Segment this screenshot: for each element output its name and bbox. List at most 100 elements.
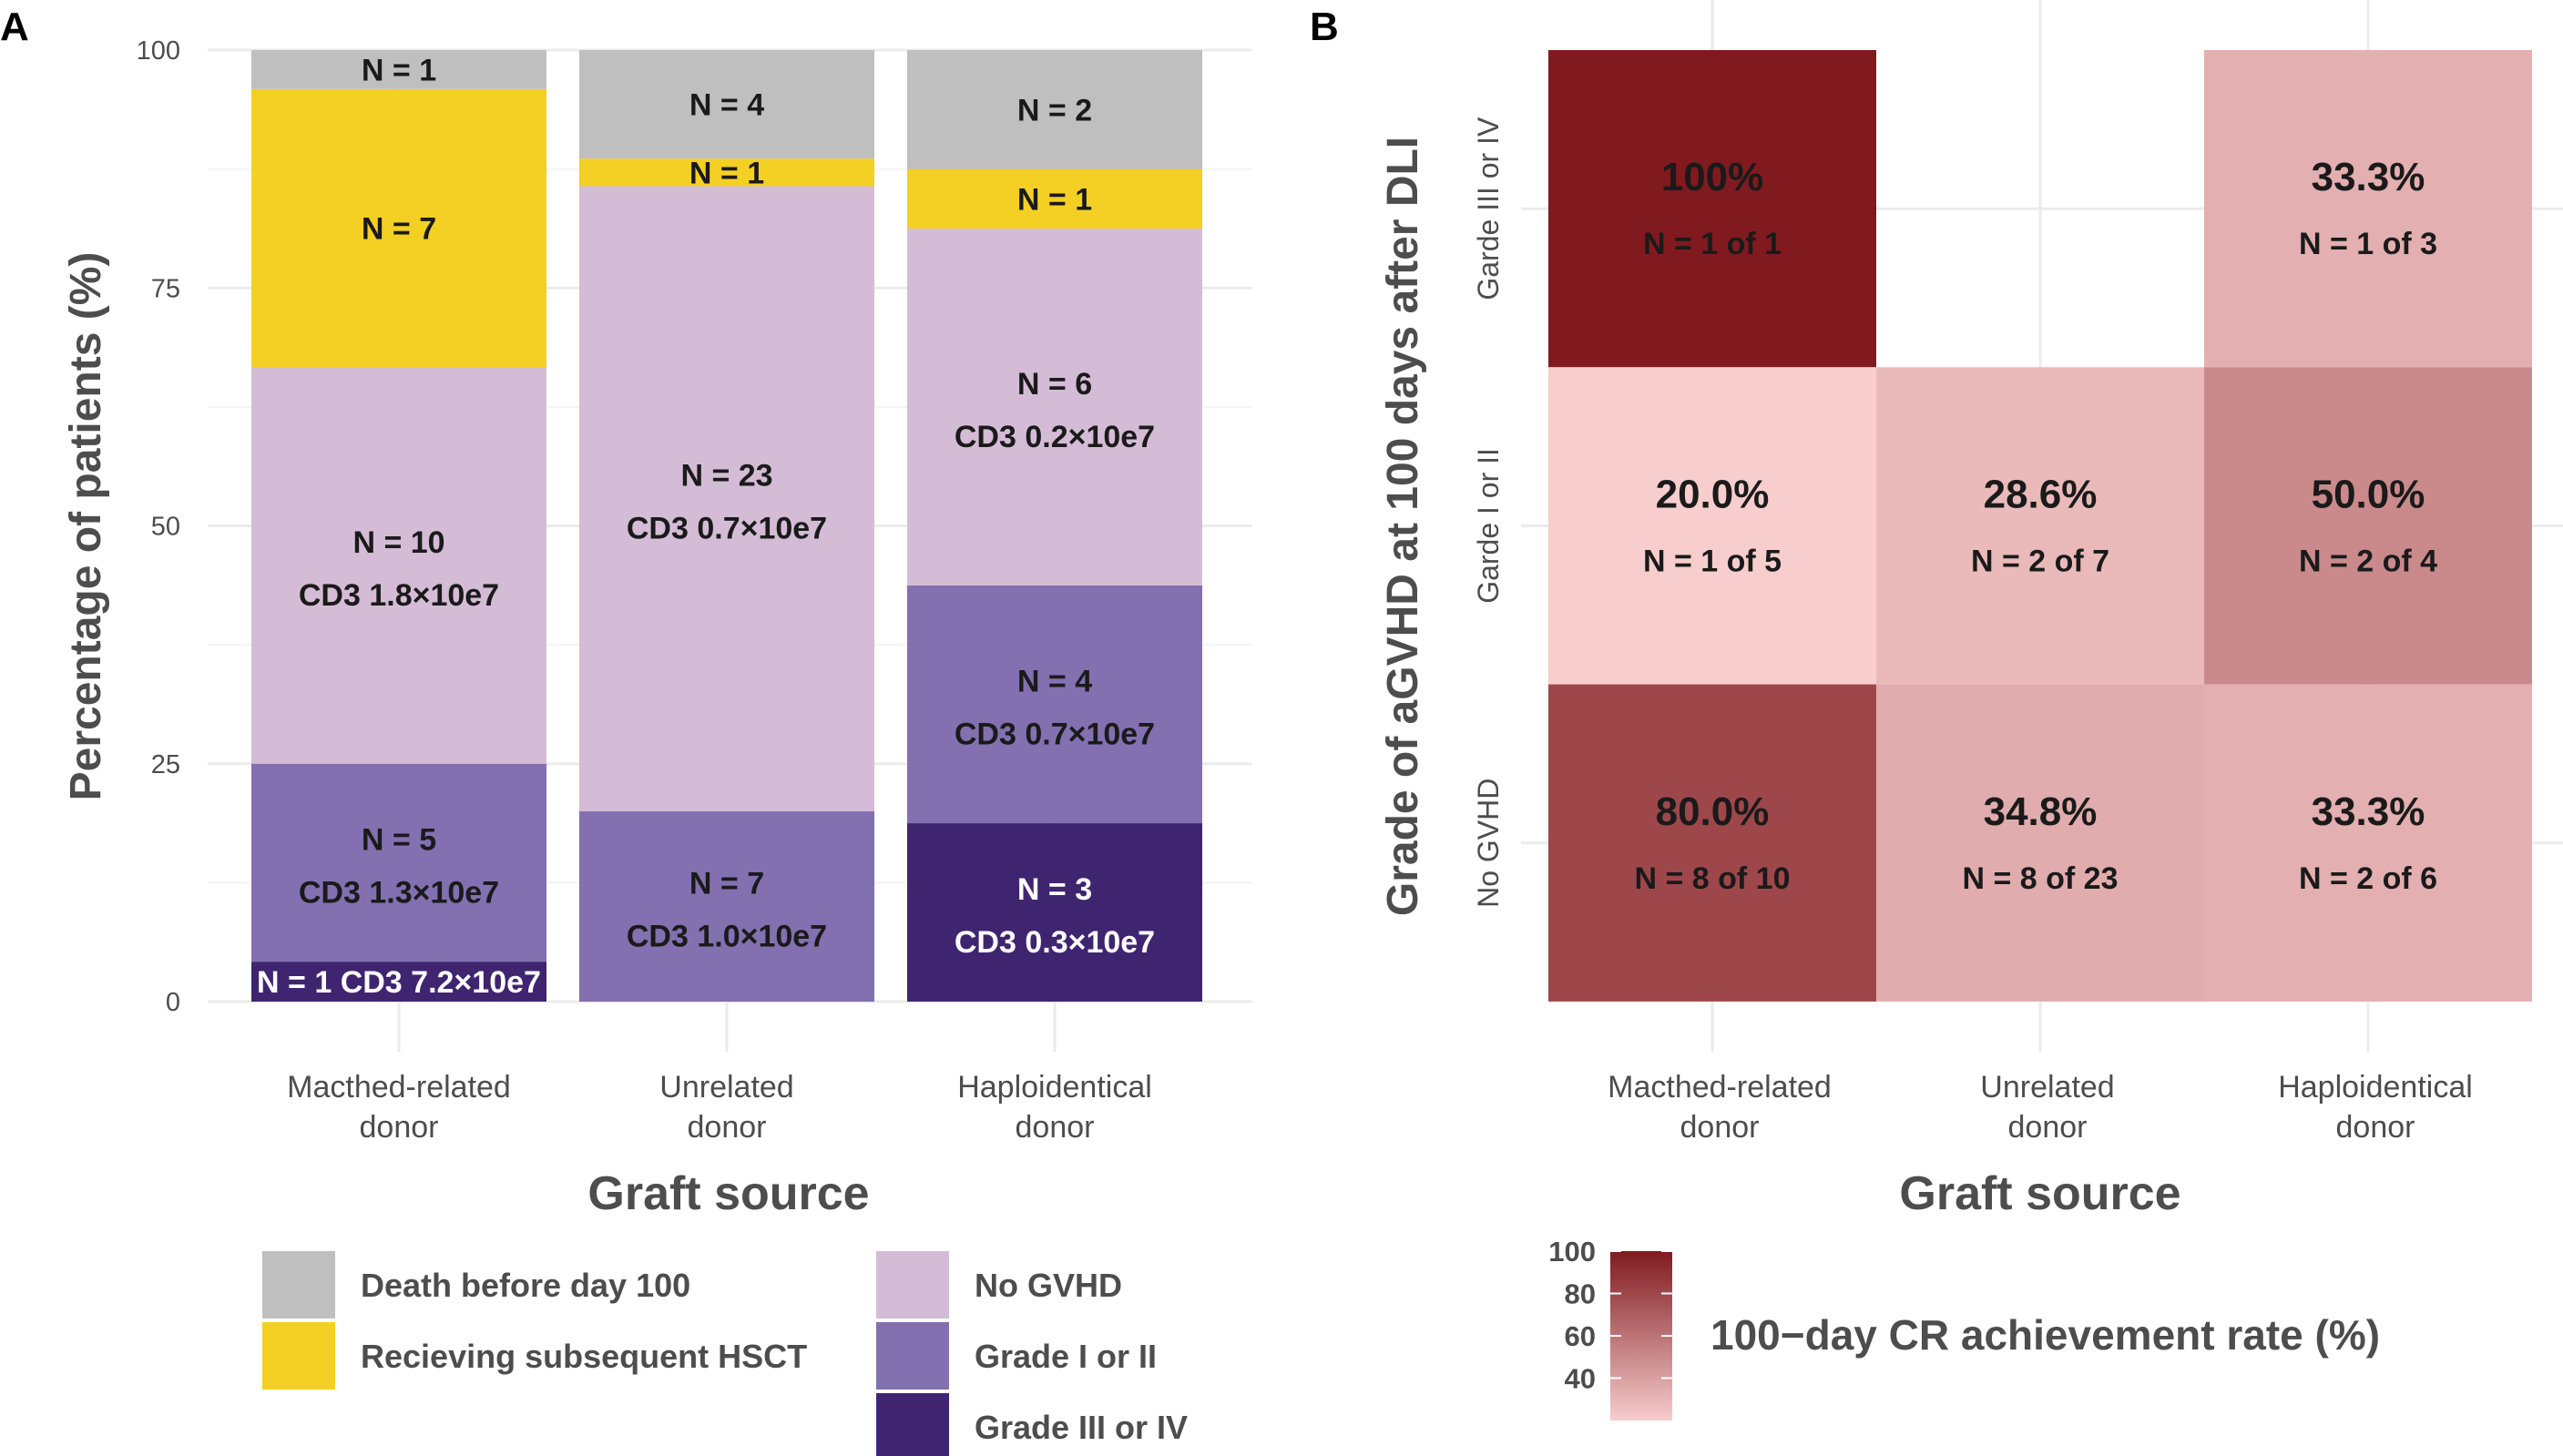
panel-a-segment-label: N = 4 [689,88,764,123]
heatmap-cell-percent: 33.3% [2312,155,2425,199]
heatmap-cell-fill [1548,367,1876,685]
legend-label: Recieving subsequent HSCT [361,1338,807,1375]
heatmap-cell: 34.8% N = 8 of 23 [1876,684,2204,1002]
heatmap-cell-fill [1876,684,2204,1002]
legend-label: Grade III or IV [975,1409,1188,1446]
legend-swatch [262,1322,335,1390]
heatmap-cell: 28.6% N = 2 of 7 [1876,367,2204,685]
panel-a-segment-cd3-label: CD3 1.3×10e7 [299,875,499,910]
panel-a-segment [907,50,1202,169]
heatmap-cell: 50.0% N = 2 of 4 [2204,367,2532,685]
panel-a-segment-label: N = 7 [362,211,436,246]
legend-swatch [876,1251,949,1319]
panel-b-x-axis-title: Graft source [1899,1167,2180,1220]
panel-a-segment-label: N = 1 CD3 7.2×10e7 [257,965,541,1000]
panel-a-segment-label: N = 4 [1017,664,1092,698]
panel-a-segment [251,962,546,1002]
panel-a-y-axis-title: Percentage of patients (%) [62,252,110,801]
panel-b-row-label: Garde I or II [1472,448,1505,604]
heatmap-cell-percent: 34.8% [1984,789,2098,834]
panel-a-x-label-line2: donor [360,1110,439,1145]
panel-letter-b: B [1310,5,1339,49]
panel-b-column-labels: Macthed-related donor Unrelated donor Haploi… [1608,1070,2473,1145]
legend-item: No GVHD [876,1251,1122,1319]
heatmap-cell-fill [1548,684,1876,1002]
legend-label: Grade I or II [975,1338,1157,1375]
heatmap-cell-count: N = 8 of 23 [1962,861,2118,896]
heatmap-cell-percent: 50.0% [2312,472,2425,516]
legend-swatch [262,1251,335,1319]
panel-a-segment-cd3-label: CD3 1.8×10e7 [299,578,499,613]
panel-a-y-tick-75: 75 [151,274,180,303]
heatmap-cell-count: N = 2 of 7 [1971,544,2109,578]
heatmap-cell-count: N = 1 of 1 [1643,227,1782,261]
legend-label: Death before day 100 [361,1267,690,1304]
panel-a-stacked-bar-chart: N = 1 CD3 7.2×10e7 N = 5 CD3 1.3×10e7 N = 1… [62,36,1252,1456]
panel-a-segment-label: N = 1 [1017,182,1092,217]
panel-a-segment [907,823,1202,1002]
heatmap-cell: 100% N = 1 of 1 [1548,50,1876,368]
heatmap-cell-percent: 33.3% [2312,789,2425,834]
colorbar-tick-label: 40 [1565,1363,1596,1395]
panel-a-segment [579,50,874,159]
panel-b-x-label-line2: donor [2336,1110,2415,1145]
panel-a-y-tick-50: 50 [151,513,180,542]
panel-a-segment [251,763,546,962]
heatmap-cell-fill [2204,367,2532,685]
panel-a-segment-cd3-label: CD3 0.7×10e7 [627,512,827,546]
panel-a-bar-2: N = 3 CD3 0.3×10e7 N = 4 CD3 0.7×10e7 N = 6 C… [907,50,1202,1002]
heatmap-cell-count: N = 2 of 6 [2299,861,2437,896]
panel-a-segment-label: N = 2 [1017,93,1092,127]
colorbar-tick-label: 60 [1565,1320,1596,1352]
panel-a-segment [251,50,546,89]
legend-item: Recieving subsequent HSCT [262,1322,807,1390]
panel-a-y-tick-0: 0 [166,988,180,1017]
heatmap-cell-percent: 100% [1661,155,1764,199]
panel-b-row-label: No GVHD [1472,779,1505,908]
panel-b-row-label: Garde III or IV [1472,117,1505,300]
panel-a-y-tick-100: 100 [137,36,180,66]
panel-a-bar-1: N = 7 CD3 1.0×10e7 N = 23 CD3 0.7×10e7 N = 1… [579,50,874,1002]
panel-a-segment-label: N = 5 [362,822,436,857]
panel-b-cells: 100% N = 1 of 1 33.3% N = 1 of 3 20.0% N = 1 … [1548,50,2532,1002]
panel-a-x-label-line1: Macthed-related [287,1070,511,1105]
panel-a-segment-label: N = 23 [680,459,772,494]
panel-b-x-label-line2: donor [2008,1110,2088,1145]
panel-a-y-tick-25: 25 [151,750,180,779]
panel-a-segment [907,228,1202,585]
panel-a-x-label-line2: donor [688,1110,767,1145]
panel-a-segment-cd3-label: CD3 0.7×10e7 [955,717,1155,751]
panel-a-segment [579,186,874,811]
panel-letter-a: A [0,5,29,49]
panel-a-y-ticks: 0 25 50 75 100 [137,36,180,1017]
legend-label: No GVHD [975,1267,1122,1304]
heatmap-cell-fill [2204,50,2532,368]
panel-a-segment [907,168,1202,229]
panel-a-x-categories: Macthed-related donor Unrelated donor Haploi… [287,1070,1152,1145]
panel-b-row-labels: Garde III or IV Garde I or II No GVHD [1472,117,1505,908]
panel-a-x-axis-title: Graft source [587,1167,869,1220]
panel-a-bar-0: N = 1 CD3 7.2×10e7 N = 5 CD3 1.3×10e7 N = 1… [251,50,546,1002]
panel-b-x-label-line1: Macthed-related [1608,1070,1832,1105]
colorbar-title: 100−day CR achievement rate (%) [1710,1311,2380,1359]
panel-a-segment-label: N = 3 [1017,872,1092,907]
heatmap-cell: 33.3% N = 1 of 3 [2204,50,2532,368]
panel-a-segment [579,158,874,187]
legend-swatch [876,1393,949,1456]
panel-a-segment-cd3-label: CD3 0.3×10e7 [955,925,1155,960]
heatmap-cell-percent: 20.0% [1656,472,1770,516]
heatmap-cell-fill [2204,684,2532,1002]
heatmap-cell: 33.3% N = 2 of 6 [2204,684,2532,1002]
legend-item: Grade III or IV [876,1393,1188,1456]
heatmap-cell-count: N = 1 of 3 [2299,227,2437,261]
panel-a-segment [579,811,874,1002]
panel-a-segment-cd3-label: CD3 0.2×10e7 [955,420,1155,454]
panel-a-x-label-line1: Unrelated [659,1070,793,1105]
panel-b-colorbar: 40 60 80 100 100−day CR achievement rate (%) [1548,1236,2380,1420]
panel-a-segment-label: N = 1 [689,156,764,190]
heatmap-cell-count: N = 2 of 4 [2299,544,2437,578]
panel-a-segment-label: N = 7 [689,867,764,901]
panel-b-x-label-line1: Haploidentical [2278,1070,2473,1105]
panel-a-segment-label: N = 1 [362,53,436,87]
